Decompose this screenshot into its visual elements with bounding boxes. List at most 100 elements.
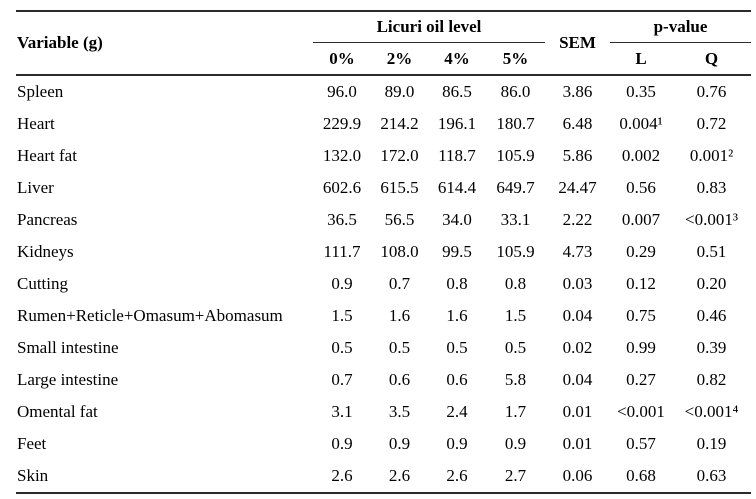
table-row: Heart fat 132.0 172.0 118.7 105.9 5.86 0.002 0.…	[16, 140, 751, 172]
cell-4pct: 0.9	[446, 434, 468, 453]
column-group-licuri-oil-level: Licuri oil level	[313, 11, 546, 43]
cell-2pct: 1.6	[388, 306, 411, 325]
column-header-p-quadratic: Q	[672, 42, 752, 76]
column-group-p-value: p-value	[610, 11, 752, 43]
cell-p-quadratic: 0.39	[696, 338, 727, 357]
cell-4pct: 2.4	[446, 402, 468, 421]
cell-sem: 0.04	[562, 306, 593, 325]
header-row-groups: Variable (g) Licuri oil level SEM p-valu…	[16, 11, 752, 76]
cell-0pct: 0.7	[331, 370, 353, 389]
table-row: Small intestine 0.5 0.5 0.5 0.5 0.02 0.99 0.39	[16, 332, 751, 364]
cell-5pct: 0.9	[504, 434, 527, 453]
cell-p-quadratic: 0.001²	[689, 146, 734, 165]
cell-2pct: 214.2	[380, 114, 419, 133]
cell-p-linear: 0.12	[626, 274, 656, 293]
header-row-subcolumns: 0% 2% 4% 5% L Q	[16, 42, 752, 76]
cell-p-quadratic: 0.19	[696, 434, 727, 453]
cell-5pct: 5.8	[504, 370, 527, 389]
cell-5pct: 105.9	[496, 242, 535, 261]
cell-variable: Omental fat	[17, 402, 98, 421]
table-body: Spleen 96.0 89.0 86.5 86.0 3.86 0.35 0.76 Heart 2…	[16, 75, 751, 493]
cell-5pct: 0.8	[504, 274, 527, 293]
cell-variable: Kidneys	[17, 242, 74, 261]
cell-sem: 2.22	[562, 210, 593, 229]
cell-variable: Skin	[17, 466, 49, 485]
column-header-4pct: 4%	[428, 42, 486, 76]
cell-p-quadratic: 0.76	[696, 82, 727, 101]
cell-variable: Pancreas	[17, 210, 78, 229]
cell-sem: 6.48	[562, 114, 593, 133]
table-row: Liver 602.6 615.5 614.4 649.7 24.47 0.56 0.83	[16, 172, 751, 204]
cell-2pct: 56.5	[384, 210, 415, 229]
cell-p-linear: 0.57	[626, 434, 656, 453]
cell-5pct: 649.7	[496, 178, 535, 197]
cell-variable: Rumen+Reticle+Omasum+Abomasum	[17, 306, 283, 325]
cell-variable: Spleen	[17, 82, 64, 101]
column-header-p-linear: L	[610, 42, 673, 76]
cell-4pct: 0.8	[446, 274, 468, 293]
cell-p-quadratic: 0.51	[696, 242, 727, 261]
cell-p-quadratic: 0.20	[696, 274, 727, 293]
cell-4pct: 2.6	[446, 466, 468, 485]
cell-4pct: 0.5	[446, 338, 468, 357]
cell-2pct: 0.6	[388, 370, 411, 389]
cell-p-linear: 0.56	[626, 178, 656, 197]
cell-variable: Heart	[17, 114, 55, 133]
cell-0pct: 0.9	[331, 434, 353, 453]
cell-2pct: 0.7	[388, 274, 411, 293]
cell-sem: 0.02	[562, 338, 593, 357]
cell-p-quadratic: 0.72	[696, 114, 727, 133]
table-row: Skin 2.6 2.6 2.6 2.7 0.06 0.68 0.63	[16, 460, 751, 493]
cell-sem: 0.03	[562, 274, 593, 293]
cell-0pct: 3.1	[331, 402, 353, 421]
cell-5pct: 2.7	[504, 466, 527, 485]
cell-p-linear: 0.35	[626, 82, 656, 101]
cell-0pct: 2.6	[331, 466, 353, 485]
cell-variable: Feet	[17, 434, 47, 453]
cell-p-quadratic: 0.63	[696, 466, 727, 485]
table-row: Spleen 96.0 89.0 86.5 86.0 3.86 0.35 0.76	[16, 75, 751, 108]
cell-sem: 0.01	[562, 402, 593, 421]
cell-p-linear: 0.007	[621, 210, 661, 229]
cell-variable: Liver	[17, 178, 54, 197]
cell-5pct: 1.7	[504, 402, 527, 421]
cell-p-linear: 0.68	[626, 466, 656, 485]
cell-5pct: 0.5	[504, 338, 527, 357]
cell-sem: 4.73	[562, 242, 593, 261]
cell-sem: 5.86	[562, 146, 593, 165]
cell-4pct: 196.1	[437, 114, 477, 133]
cell-4pct: 1.6	[446, 306, 468, 325]
cell-2pct: 108.0	[380, 242, 419, 261]
column-header-5pct: 5%	[486, 42, 546, 76]
table-row: Large intestine 0.7 0.6 0.6 5.8 0.04 0.27 0.82	[16, 364, 751, 396]
cell-0pct: 229.9	[322, 114, 362, 133]
cell-p-linear: 0.002	[621, 146, 661, 165]
cell-2pct: 172.0	[380, 146, 419, 165]
cell-sem: 24.47	[558, 178, 597, 197]
cell-0pct: 602.6	[322, 178, 362, 197]
cell-2pct: 3.5	[388, 402, 411, 421]
cell-0pct: 132.0	[322, 146, 362, 165]
table-row: Feet 0.9 0.9 0.9 0.9 0.01 0.57 0.19	[16, 428, 751, 460]
cell-variable: Cutting	[17, 274, 69, 293]
table-row: Cutting 0.9 0.7 0.8 0.8 0.03 0.12 0.20	[16, 268, 751, 300]
cell-4pct: 118.7	[438, 146, 476, 165]
cell-5pct: 33.1	[500, 210, 531, 229]
cell-0pct: 0.5	[331, 338, 353, 357]
cell-0pct: 1.5	[331, 306, 353, 325]
cell-p-linear: 0.29	[626, 242, 656, 261]
table-row: Heart 229.9 214.2 196.1 180.7 6.48 0.004¹ 0.72	[16, 108, 751, 140]
cell-sem: 0.04	[562, 370, 593, 389]
cell-variable: Heart fat	[17, 146, 77, 165]
cell-sem: 3.86	[562, 82, 593, 101]
cell-2pct: 615.5	[380, 178, 419, 197]
cell-0pct: 0.9	[331, 274, 353, 293]
cell-p-quadratic: <0.001³	[685, 210, 738, 229]
cell-4pct: 34.0	[442, 210, 472, 229]
cell-5pct: 1.5	[504, 306, 527, 325]
cell-p-linear: 0.004¹	[619, 114, 663, 133]
cell-5pct: 86.0	[500, 82, 531, 101]
table-row: Rumen+Reticle+Omasum+Abomasum 1.5 1.6 1.6 1.…	[16, 300, 751, 332]
cell-2pct: 0.5	[388, 338, 411, 357]
